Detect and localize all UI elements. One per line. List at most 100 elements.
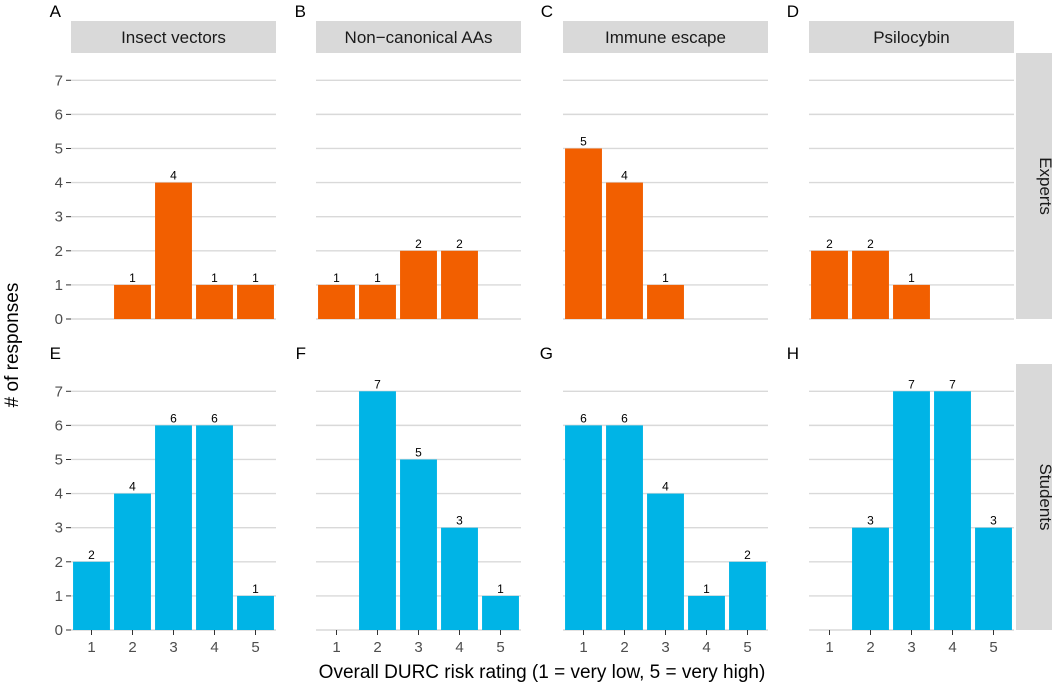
bar xyxy=(441,527,478,630)
y-tick-label: 2 xyxy=(55,243,63,260)
y-tick-label: 1 xyxy=(55,277,63,294)
bar-value-label: 4 xyxy=(170,169,177,183)
bar xyxy=(811,250,848,319)
x-tick-label: 1 xyxy=(332,639,340,656)
panel-tag: C xyxy=(541,2,553,21)
bar-value-label: 7 xyxy=(374,377,381,391)
x-tick-label: 3 xyxy=(907,639,915,656)
x-tick-label: 1 xyxy=(87,639,95,656)
bar xyxy=(852,527,889,630)
panel-tag: H xyxy=(787,344,799,363)
bar xyxy=(441,250,478,319)
x-tick-label: 4 xyxy=(455,639,463,656)
y-tick-label: 0 xyxy=(55,311,63,328)
x-tick-label: 3 xyxy=(414,639,422,656)
bar xyxy=(893,391,930,630)
facet-strip-2 xyxy=(316,21,521,53)
facet-strip-label: Immune escape xyxy=(605,28,726,47)
panel-c: C 5 4 1 xyxy=(541,2,768,320)
bar-value-label: 3 xyxy=(990,514,997,528)
bar-value-label: 7 xyxy=(949,377,956,391)
bar xyxy=(114,493,151,630)
bar xyxy=(729,561,766,630)
facet-strip-1 xyxy=(71,21,276,53)
bar-value-label: 2 xyxy=(88,548,95,562)
panel-tag: F xyxy=(296,344,306,363)
bar xyxy=(237,595,274,630)
bar xyxy=(400,459,437,630)
bar xyxy=(647,284,684,319)
panel-d: D 2 2 1 xyxy=(787,2,1014,320)
bar-value-label: 7 xyxy=(908,377,915,391)
y-tick-label: 3 xyxy=(55,209,63,226)
panel-tag: E xyxy=(50,344,61,363)
x-axis-title: Overall DURC risk rating (1 = very low, … xyxy=(319,662,766,683)
bar-value-label: 2 xyxy=(456,237,463,251)
x-tick-label: 2 xyxy=(373,639,381,656)
row-strip-label: Experts xyxy=(1036,157,1052,215)
facet-strip-4 xyxy=(809,21,1014,53)
x-tick-label: 5 xyxy=(989,639,997,656)
y-axis-title: # of responses xyxy=(2,283,23,408)
facet-strip-label: Psilocybin xyxy=(873,28,950,47)
bar xyxy=(606,425,643,630)
bar-value-label: 6 xyxy=(621,411,628,425)
bar xyxy=(400,250,437,319)
y-tick-label: 1 xyxy=(55,588,63,605)
bar xyxy=(155,182,192,319)
bar-value-label: 2 xyxy=(415,237,422,251)
y-tick-label: 2 xyxy=(55,554,63,571)
panels-layer: Insect vectors Non−canonical AAs Immune es… xyxy=(50,2,1052,656)
bar-value-label: 1 xyxy=(333,271,340,285)
panel-a: A 0 1 2 3 4 5 6 7 1 4 1 1 xyxy=(50,2,276,328)
bar xyxy=(73,561,110,630)
bar-value-label: 1 xyxy=(497,582,504,596)
bar-value-label: 2 xyxy=(867,237,874,251)
bar xyxy=(196,284,233,319)
panel-tag: A xyxy=(50,2,62,21)
bar-value-label: 1 xyxy=(252,582,259,596)
bar xyxy=(359,284,396,319)
panel-tag: G xyxy=(540,344,553,363)
bar xyxy=(852,250,889,319)
x-tick-label: 5 xyxy=(496,639,504,656)
y-tick-label: 7 xyxy=(55,72,63,89)
bar xyxy=(975,527,1012,630)
bar xyxy=(647,493,684,630)
x-tick-label: 4 xyxy=(210,639,218,656)
facet-strip-label: Insect vectors xyxy=(121,28,226,47)
y-tick-label: 4 xyxy=(55,175,63,192)
y-tick-label: 6 xyxy=(55,106,63,123)
x-tick-label: 2 xyxy=(128,639,136,656)
x-tick-label: 1 xyxy=(825,639,833,656)
bar-value-label: 6 xyxy=(211,411,218,425)
row-strip-label: Students xyxy=(1036,463,1052,530)
bar-value-label: 3 xyxy=(456,514,463,528)
facet-strip-3 xyxy=(563,21,768,53)
bar xyxy=(688,595,725,630)
bar xyxy=(565,425,602,630)
panel-h: H 3 7 7 3 1 2 3 4 5 xyxy=(787,344,1014,656)
y-tick-label: 7 xyxy=(55,383,63,400)
y-tick-label: 3 xyxy=(55,520,63,537)
bar xyxy=(237,284,274,319)
panel-tag: D xyxy=(787,2,799,21)
bar-value-label: 3 xyxy=(867,514,874,528)
x-tick-label: 5 xyxy=(251,639,259,656)
bar-value-label: 2 xyxy=(744,548,751,562)
bar xyxy=(114,284,151,319)
bar-value-label: 1 xyxy=(252,271,259,285)
x-tick-label: 3 xyxy=(661,639,669,656)
bar xyxy=(565,148,602,319)
bar-value-label: 4 xyxy=(129,480,136,494)
x-tick-label: 2 xyxy=(620,639,628,656)
panel-g: G 6 6 4 1 2 1 2 3 4 5 xyxy=(540,344,768,656)
y-tick-label: 6 xyxy=(55,417,63,434)
facet-strip-label: Non−canonical AAs xyxy=(345,28,493,47)
bar xyxy=(893,284,930,319)
bar-value-label: 4 xyxy=(662,480,669,494)
x-tick-label: 2 xyxy=(866,639,874,656)
bar-value-label: 1 xyxy=(129,271,136,285)
panel-e: E 0 1 2 3 4 5 6 7 2 4 6 6 1 1 2 3 4 5 xyxy=(50,344,276,656)
